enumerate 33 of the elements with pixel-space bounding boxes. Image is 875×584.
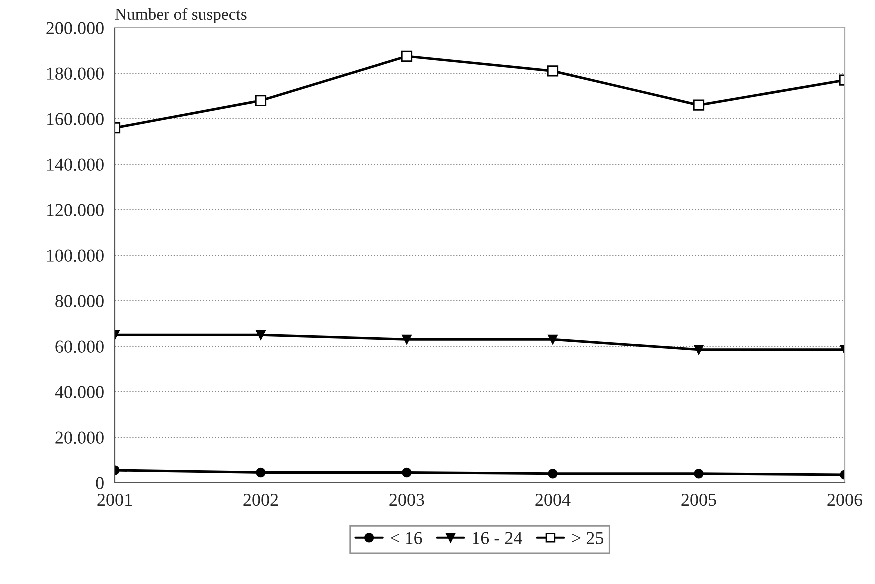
point: [401, 50, 413, 62]
point: [256, 468, 266, 478]
y-tick-label: 40.000: [55, 386, 104, 399]
y-tick-label: 60.000: [56, 340, 104, 354]
y-tick-label: 200.000: [46, 22, 104, 35]
point: [256, 330, 266, 340]
y-tick-label: 160.000: [47, 113, 104, 126]
y-tick-label: 20.000: [56, 432, 104, 444]
x-tick-label: 2003: [390, 494, 424, 506]
point: [255, 95, 267, 106]
legend-label: > 25: [572, 532, 604, 544]
point: [402, 468, 412, 478]
point: [402, 334, 412, 345]
y-tick-label: 140.000: [47, 158, 104, 172]
point: [547, 66, 559, 77]
x-tick-label: 2005: [682, 494, 716, 506]
point: [693, 100, 705, 111]
legend-label: 16 - 24: [473, 532, 522, 544]
legend-label: < 16: [390, 532, 422, 544]
x-tick-label: 2006: [828, 494, 863, 506]
y-axis-title: Number of suspects: [115, 8, 247, 24]
point: [694, 345, 704, 355]
point: [548, 334, 558, 345]
y-tick-label: 180.000: [47, 68, 104, 80]
x-tick-label: 2001: [98, 494, 132, 506]
y-tick-label: 80.000: [56, 295, 104, 308]
y-tick-label: 0: [96, 477, 104, 490]
point: [548, 469, 558, 479]
point: [694, 469, 704, 479]
x-tick-label: 2002: [244, 494, 278, 506]
x-tick-label: 2004: [536, 494, 571, 506]
y-tick-label: 120.000: [47, 204, 104, 217]
y-tick-label: 100.000: [47, 250, 104, 262]
